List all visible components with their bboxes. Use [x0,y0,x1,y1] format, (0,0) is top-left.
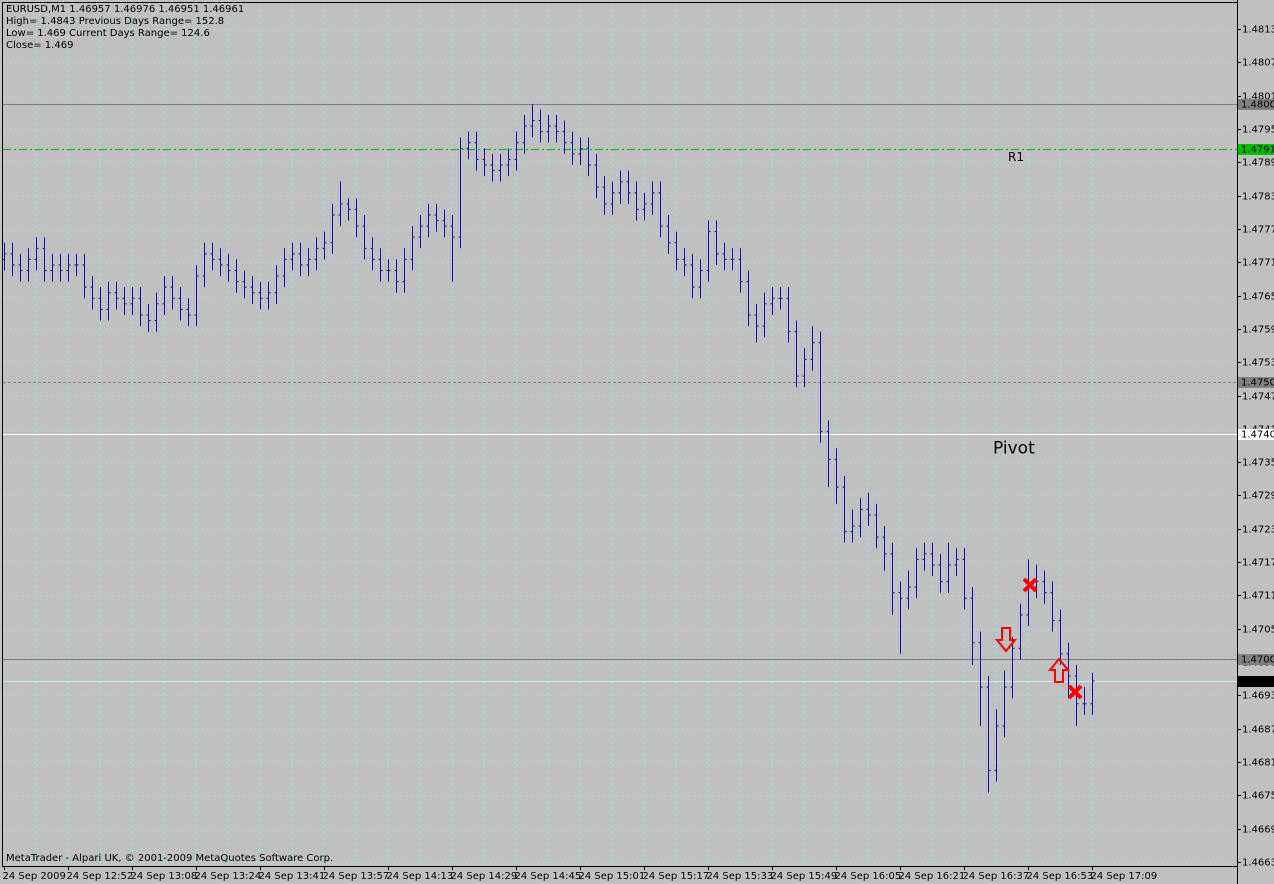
y-tick-label: 1.47295 [1242,491,1274,502]
level-price-box [1238,377,1274,388]
y-tick-label: 1.47835 [1242,192,1274,203]
x-tick-label: 24 Sep 16:21 [899,871,966,882]
x-tick-label: 24 Sep 16:53 [1027,871,1094,882]
info: EURUSD,M1 1.46957 1.46976 1.46951 1.4696… [6,4,333,864]
close-marker [1022,577,1038,593]
buy-arrow [1047,657,1071,683]
info-line: EURUSD,M1 1.46957 1.46976 1.46951 1.4696… [6,4,244,15]
y-tick-label: 1.48135 [1242,25,1274,36]
y-tick-label: 1.47115 [1242,591,1274,602]
levels: R1 Pivot [3,104,1237,682]
level-price-box [1238,654,1274,665]
y-tick-label: 1.47055 [1242,625,1274,636]
y-tick-label: 1.46695 [1242,825,1274,836]
y-tick-label: 1.47175 [1242,558,1274,569]
x-tick-label: 24 Sep 15:01 [579,871,646,882]
level-price-label: 1.46961 [1241,677,1274,688]
x-tick-label: 24 Sep 14:45 [515,871,582,882]
y-tick-label: 1.46635 [1242,858,1274,869]
level-price-label: 1.48000 [1241,100,1274,111]
x-tick-label: 24 Sep 16:37 [963,871,1030,882]
footer: MetaTrader - Alpari UK, © 2001-2009 Meta… [6,853,333,864]
x-tick-label: 24 Sep 17:09 [1091,871,1158,882]
x-tick-label: 24 Sep 15:49 [771,871,838,882]
y-tick-label: 1.47655 [1242,292,1274,303]
y-tick-label: 1.46815 [1242,758,1274,769]
grid [3,3,1237,866]
info-line: Low= 1.469 Current Days Range= 124.6 [6,28,210,39]
bars [2,103,1095,793]
y-tick-label: 1.47895 [1242,158,1274,169]
y-tick-label: 1.48075 [1242,58,1274,69]
level-price-label: 1.47500 [1241,378,1274,389]
y-tick-label: 1.47775 [1242,225,1274,236]
x-tick-label: 24 Sep 13:08 [131,871,198,882]
x-tick-label: 24 Sep 14:13 [387,871,454,882]
y-tick-label: 1.47715 [1242,258,1274,269]
info-line: High= 1.4843 Previous Days Range= 152.8 [6,16,224,27]
level-label: R1 [1008,150,1024,164]
y-tick-label: 1.47955 [1242,125,1274,136]
signals [994,577,1083,700]
x-tick-label: 24 Sep 13:41 [259,871,326,882]
level-price-box [1238,429,1274,440]
y-tick-label: 1.47235 [1242,525,1274,536]
x-tick-label: 24 Sep 15:17 [643,871,710,882]
level-price-label: 1.47919 [1241,145,1274,156]
x-tick-label: 24 Sep 15:33 [707,871,774,882]
y-tick-label: 1.46875 [1242,725,1274,736]
close-marker [1067,684,1083,700]
x-tick-label: 24 Sep 13:24 [195,871,262,882]
level-price-label: 1.47405 [1241,430,1274,441]
y-tick-label: 1.48015 [1242,92,1274,103]
x-tick-label: 24 Sep 16:05 [835,871,902,882]
y-tick-label: 1.47595 [1242,325,1274,336]
level-price-box [1238,144,1274,155]
y-tick-label: 1.47475 [1242,392,1274,403]
level-price-box [1238,676,1274,687]
level-price-box [1238,99,1274,110]
x-tick-label: 24 Sep 2009 [3,871,66,882]
y-tick-label: 1.47535 [1242,358,1274,369]
info-line: Close= 1.469 [6,40,73,51]
y-tick-label: 1.46935 [1242,691,1274,702]
y-tick-label: 1.46755 [1242,791,1274,802]
y-tick-label: 1.47355 [1242,458,1274,469]
sell-arrow [994,627,1018,653]
x-tick-label: 24 Sep 12:52 [67,871,134,882]
level-price-label: 1.47000 [1241,655,1274,666]
x-tick-label: 24 Sep 14:29 [451,871,518,882]
level-label: Pivot [993,439,1035,459]
x-tick-label: 24 Sep 13:57 [323,871,390,882]
